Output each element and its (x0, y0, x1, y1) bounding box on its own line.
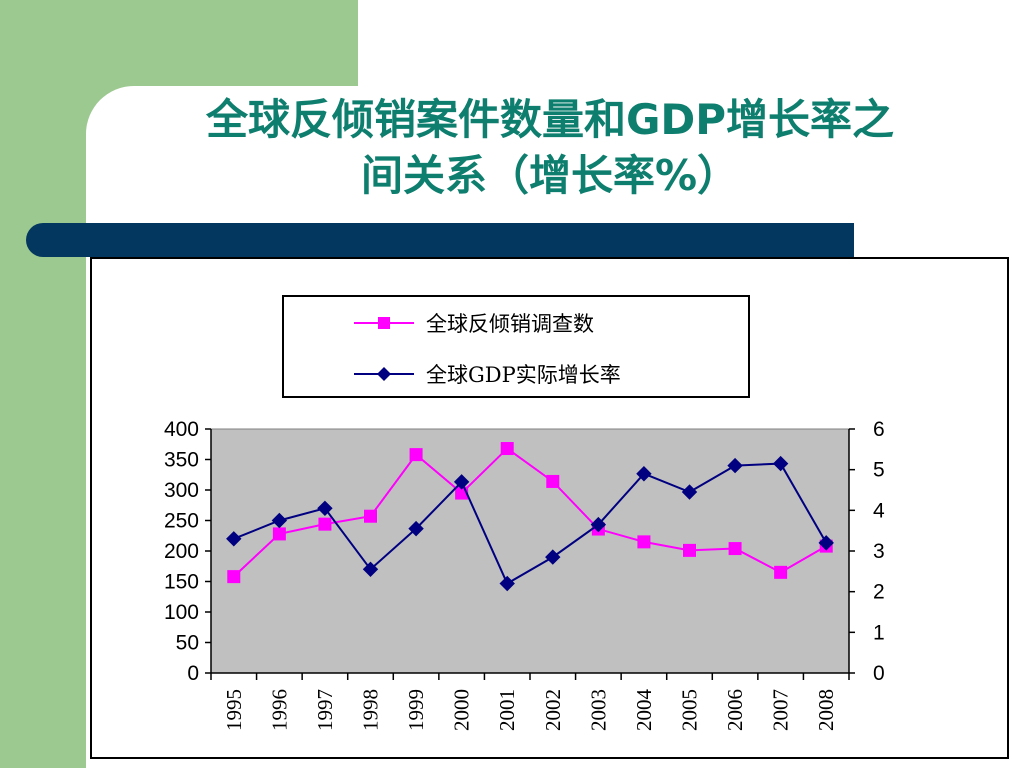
right-axis-tick-label: 2 (873, 581, 885, 604)
gdp-point (636, 466, 652, 482)
antidumping-point (409, 448, 423, 462)
antidumping-point (272, 527, 286, 541)
gdp-point (317, 500, 333, 517)
antidumping-point (637, 535, 651, 549)
left-axis-tick-label: 100 (164, 601, 199, 624)
x-axis-tick-label: 2007 (769, 689, 793, 731)
legend-box (282, 295, 750, 398)
left-axis-tick-label: 200 (164, 540, 199, 563)
left-axis-tick-label: 300 (164, 479, 199, 502)
antidumping-point (774, 565, 788, 579)
antidumping-point (500, 442, 514, 456)
gdp-point (590, 516, 607, 533)
x-axis-tick-label: 1998 (359, 689, 383, 731)
antidumping-point (728, 542, 742, 556)
left-axis-tick-label: 400 (164, 418, 199, 441)
x-axis-tick-label: 2000 (450, 689, 474, 731)
x-axis-tick-label: 2001 (495, 689, 519, 731)
slide-title: 全球反倾销案件数量和GDP增长率之 间关系（增长率%） (100, 92, 1000, 204)
x-axis-tick-label: 2004 (632, 689, 656, 732)
title-divider-bar (26, 223, 854, 257)
x-axis-tick-label: 1997 (313, 689, 337, 731)
legend-label-gdp: 全球GDP实际增长率 (426, 363, 621, 387)
gdp-point (681, 484, 698, 500)
gdp-point (727, 457, 743, 474)
antidumping-series-line (233, 447, 827, 578)
x-axis-tick-label: 2005 (678, 689, 702, 731)
gdp-series-line (233, 462, 828, 585)
legend-marker-antidumping (378, 317, 390, 329)
x-axis-tick-label: 1995 (222, 689, 246, 731)
right-axis-tick-label: 6 (873, 418, 885, 441)
right-axis-tick-label: 4 (873, 499, 885, 522)
right-axis-tick-label: 1 (873, 621, 885, 644)
right-axis-tick-label: 3 (873, 540, 885, 563)
gdp-point (453, 474, 470, 490)
legend-label-antidumping: 全球反倾销调查数 (426, 312, 594, 336)
left-axis-tick-label: 150 (164, 571, 199, 594)
antidumping-point (546, 474, 560, 488)
left-axis-tick-label: 350 (164, 449, 199, 472)
antidumping-point (364, 509, 377, 523)
x-axis-tick-label: 2002 (541, 689, 565, 731)
white-top-area (358, 0, 1024, 90)
gdp-point (362, 561, 379, 578)
gdp-point (772, 455, 789, 472)
gdp-point (271, 512, 288, 529)
antidumping-point (683, 543, 696, 557)
antidumping-point (227, 570, 241, 584)
slide-title-line1: 全球反倾销案件数量和GDP增长率之 (205, 95, 895, 144)
gdp-point (545, 549, 561, 565)
x-axis-tick-label: 2003 (586, 689, 610, 731)
plot-area (210, 428, 850, 674)
right-axis-tick-label: 5 (873, 459, 885, 482)
x-axis-tick-label: 1999 (404, 689, 428, 731)
antidumping-point (318, 517, 332, 531)
x-axis-tick-label: 2006 (723, 689, 747, 731)
x-axis-tick-label: 1996 (267, 689, 291, 731)
right-axis-tick-label: 0 (873, 662, 885, 685)
legend-marker-gdp (377, 367, 391, 381)
left-axis-tick-label: 250 (164, 510, 199, 533)
gdp-point (499, 575, 515, 592)
slide-title-line2: 间关系（增长率%） (360, 151, 740, 200)
left-axis-tick-label: 50 (176, 632, 199, 655)
x-axis-tick-label: 2008 (814, 689, 838, 731)
gdp-point (226, 531, 242, 547)
gdp-point (818, 535, 834, 551)
left-axis-tick-label: 0 (187, 662, 199, 685)
gdp-point (408, 520, 424, 537)
